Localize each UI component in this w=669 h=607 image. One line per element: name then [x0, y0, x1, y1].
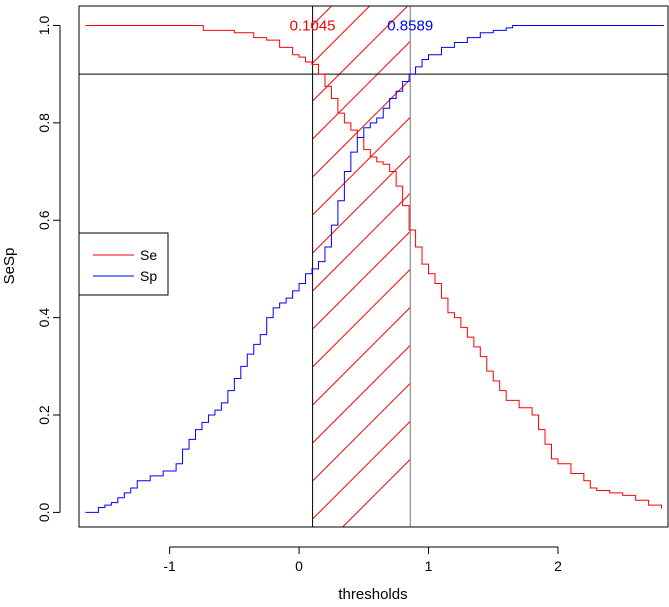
hatch-line [312, 6, 371, 64]
y-tick-label: 0.2 [36, 405, 52, 425]
y-tick-label: 0.8 [36, 113, 52, 133]
series-lines [85, 24, 665, 513]
y-axis-label: SeSp [1, 248, 18, 285]
legend-box [78, 232, 169, 296]
hatch-line [312, 116, 411, 216]
hatch-line [312, 230, 411, 330]
hatch-line [312, 192, 411, 292]
y-axis: 0.0 0.2 0.4 0.6 0.8 1.0 [36, 16, 61, 522]
threshold-label-0: 0.1045 [290, 17, 336, 34]
hatch-line [312, 306, 411, 406]
x-axis-label: thresholds [338, 586, 407, 603]
hatch-line [312, 382, 411, 482]
y-tick-label: 0.6 [36, 210, 52, 230]
hatch-line [312, 40, 411, 140]
hatch-line [312, 268, 411, 368]
hatch-line [312, 344, 411, 444]
x-tick-label: 1 [425, 558, 433, 574]
x-tick-label: 2 [554, 558, 562, 574]
legend-label-se: Se [140, 247, 157, 263]
hatch-line [341, 458, 411, 527]
y-tick-label: 0.4 [36, 308, 52, 328]
hatch-line [312, 78, 411, 178]
hatch-line [312, 420, 411, 520]
hatch-line [312, 154, 411, 254]
legend: Se Sp [78, 232, 169, 296]
shaded-interval [312, 6, 411, 527]
series-line-se [85, 24, 663, 509]
hatch-line [312, 6, 333, 26]
x-axis: -1 0 1 2 [163, 546, 562, 574]
hatch-line [312, 6, 409, 102]
x-tick-label: 0 [295, 558, 303, 574]
legend-label-sp: Sp [140, 268, 157, 284]
y-tick-label: 1.0 [36, 16, 52, 36]
y-tick-label: 0.0 [36, 502, 52, 522]
series-line-sp [85, 24, 665, 513]
x-tick-label: -1 [163, 558, 176, 574]
threshold-label-1: 0.8589 [387, 17, 433, 34]
threshold-annotations: 0.1045 0.8589 [290, 17, 434, 34]
